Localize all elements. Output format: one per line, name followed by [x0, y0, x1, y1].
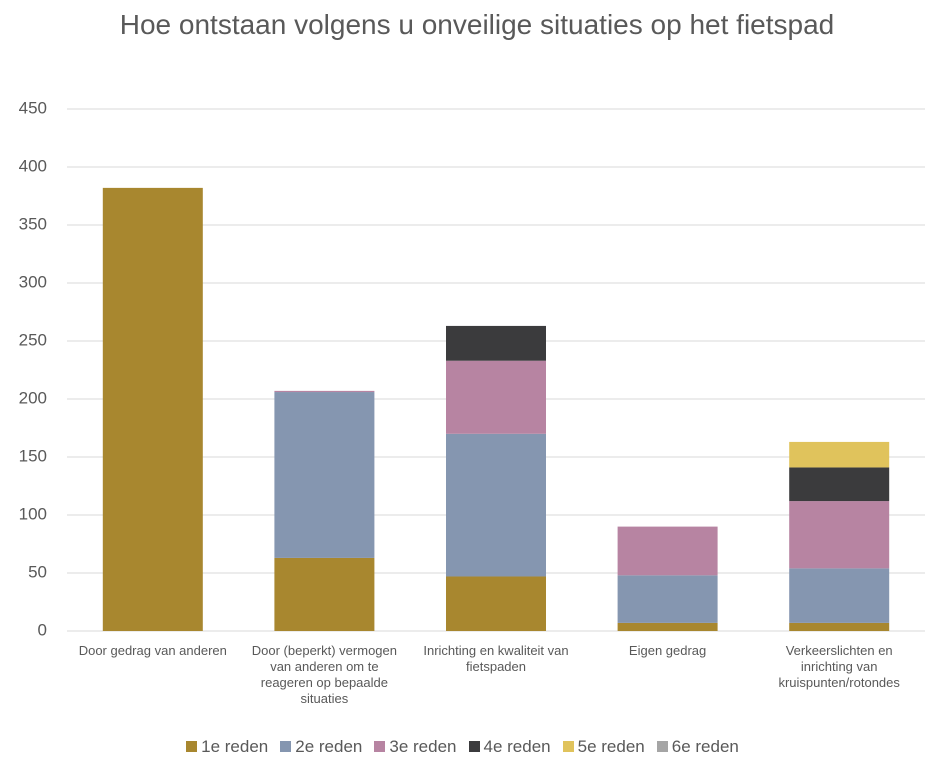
legend-item: 1e reden	[186, 737, 268, 757]
legend-swatch	[468, 741, 480, 752]
bar-segment	[446, 325, 546, 361]
legend-swatch	[280, 741, 292, 752]
bar-segment	[617, 575, 718, 623]
y-tick-label: 400	[19, 156, 47, 175]
x-tick-label: Door gedrag van anderen	[78, 643, 227, 658]
legend-label: 6e reden	[671, 737, 739, 756]
legend-item: 4e reden	[468, 737, 551, 757]
x-tick-label: Inrichting en kwaliteit van fietspaden	[423, 643, 569, 674]
bar-segment	[446, 576, 546, 631]
legend-swatch	[186, 741, 198, 752]
y-tick-label: 250	[19, 330, 47, 349]
bar-segment	[274, 392, 375, 558]
legend-item: 3e reden	[374, 737, 457, 757]
y-tick-label: 50	[28, 562, 47, 581]
legend-label: 3e reden	[389, 737, 457, 756]
x-tick-label: Verkeerslichten en inrichting van kruisp…	[778, 643, 900, 690]
x-tick-label: Eigen gedrag	[628, 643, 707, 658]
bar-segment	[789, 568, 890, 623]
legend-label: 4e reden	[483, 737, 551, 756]
legend-item: 5e reden	[562, 737, 645, 757]
bar-segment	[617, 526, 718, 576]
bar-segment	[446, 433, 546, 577]
legend-item: 6e reden	[656, 737, 739, 757]
legend: 1e reden 2e reden 3e reden 4e reden 5e reden…	[0, 737, 925, 757]
bar-segment	[789, 501, 890, 569]
y-tick-label: 100	[19, 504, 47, 523]
legend-swatch	[562, 741, 574, 752]
legend-label: 2e reden	[295, 737, 363, 756]
x-tick-label: Door (beperkt) vermogen van anderen om t…	[251, 643, 397, 706]
bar-segment	[274, 390, 375, 393]
legend-item: 2e reden	[280, 737, 362, 757]
y-tick-label: 300	[19, 272, 47, 291]
legend-label: 1e reden	[201, 737, 269, 756]
y-tick-label: 150	[19, 446, 47, 465]
bar-segment	[102, 187, 203, 631]
bar-segment	[446, 360, 546, 434]
bar-segment	[789, 622, 890, 631]
y-tick-label: 200	[19, 388, 47, 407]
chart-title: Hoe ontstaan volgens u onveilige situati…	[119, 9, 835, 40]
legend-swatch	[656, 741, 668, 752]
legend-label: 5e reden	[577, 737, 645, 756]
legend-swatch	[374, 741, 386, 752]
y-tick-label: 0	[38, 620, 47, 639]
bar-segment	[274, 557, 375, 631]
bar-segment	[617, 622, 718, 631]
y-tick-label: 450	[19, 98, 47, 117]
bar-segment	[789, 441, 890, 468]
bar-segment	[789, 467, 890, 502]
y-tick-label: 350	[19, 214, 47, 233]
